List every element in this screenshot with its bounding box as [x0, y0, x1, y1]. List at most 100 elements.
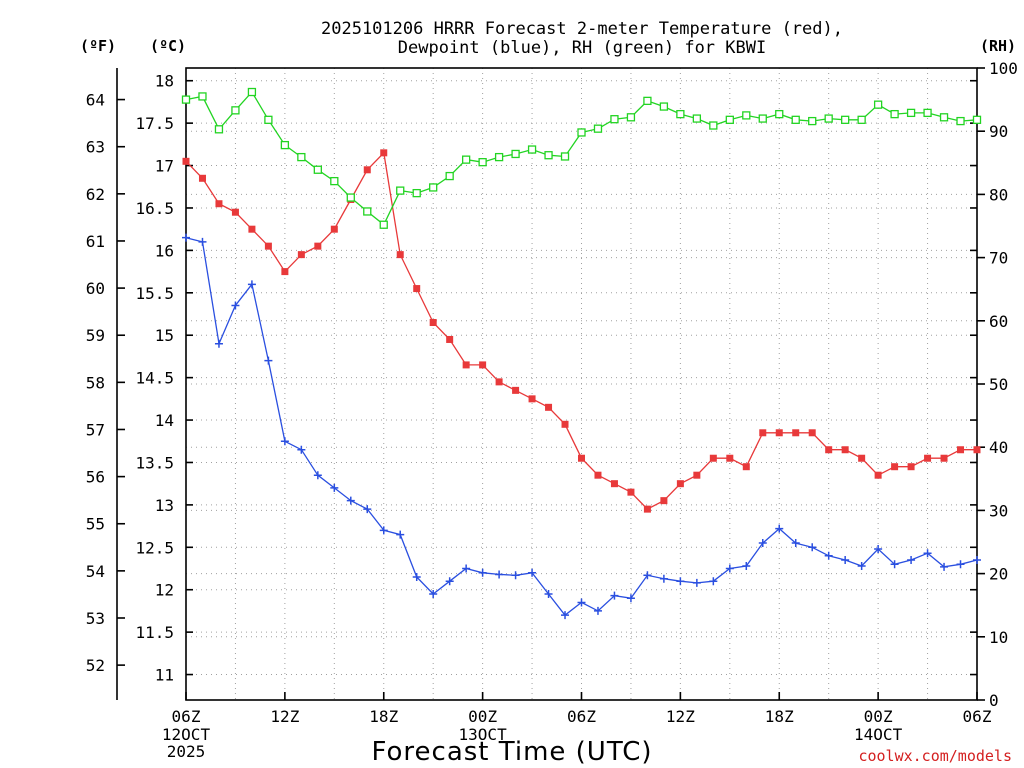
temperature-point — [528, 395, 536, 403]
rh-point — [725, 115, 734, 124]
rh-tick-label: 40 — [989, 438, 1008, 457]
fahrenheit-tick-label: 58 — [86, 373, 105, 392]
celsius-tick-label: 11 — [155, 666, 174, 685]
x-axis-title: Forecast Time (UTC) — [371, 737, 652, 767]
temperature-point — [429, 318, 437, 326]
dewpoint-point — [808, 543, 817, 552]
celsius-tick-label: 12.5 — [135, 538, 174, 557]
temperature-point — [380, 149, 388, 157]
temperature-point — [891, 463, 899, 471]
dewpoint-point — [956, 560, 965, 569]
dewpoint-point — [758, 539, 767, 548]
celsius-tick-label: 11.5 — [135, 623, 174, 642]
dewpoint-point — [528, 568, 537, 577]
dewpoint-point — [198, 237, 207, 246]
rh-tick-label: 60 — [989, 312, 1008, 331]
temperature-point — [512, 386, 520, 394]
temperature-point — [363, 166, 371, 174]
dewpoint-point — [692, 578, 701, 587]
dewpoint-point — [214, 339, 223, 348]
dewpoint-point — [874, 544, 883, 553]
temperature-point — [693, 471, 701, 479]
rh-point — [461, 155, 471, 164]
x-tick-date-label: 12OCT — [162, 725, 211, 744]
x-tick-label: 12Z — [666, 707, 695, 726]
rh-point — [577, 128, 586, 137]
chart-title-line-1: 2025101206 HRRR Forecast 2-meter Tempera… — [321, 19, 843, 39]
dewpoint-point — [247, 280, 256, 289]
rh-point — [873, 100, 883, 109]
temperature-point — [264, 242, 272, 250]
celsius-tick-label: 13 — [155, 496, 174, 515]
rh-point — [692, 114, 702, 123]
rh-tick-label: 20 — [989, 565, 1008, 584]
fahrenheit-tick-label: 59 — [86, 326, 105, 345]
temperature-point — [973, 446, 981, 454]
rh-tick-label: 30 — [989, 501, 1008, 520]
dewpoint-point — [544, 589, 553, 598]
rh-tick-label: 100 — [989, 59, 1018, 78]
credit-text: coolwx.com/models — [858, 747, 1012, 765]
dewpoint-point — [297, 445, 306, 454]
dewpoint-point — [346, 496, 355, 505]
rh-point — [824, 114, 833, 123]
rh-point — [676, 109, 685, 119]
x-tick-date-label: 13OCT — [459, 725, 508, 744]
dewpoint-point — [973, 556, 981, 565]
rh-point — [709, 121, 718, 130]
dewpoint-point — [775, 524, 784, 533]
celsius-tick-label: 15 — [155, 326, 174, 345]
celsius-tick-label: 14.5 — [135, 369, 174, 388]
fahrenheit-tick-label: 63 — [86, 138, 105, 157]
fahrenheit-tick-label: 56 — [86, 468, 105, 487]
x-tick-label: 00Z — [468, 707, 497, 726]
temperature-point — [841, 446, 849, 454]
x-tick-year-label: 2025 — [167, 742, 206, 761]
rh-point — [742, 111, 751, 120]
rh-point — [791, 115, 800, 124]
rh-tick-label: 70 — [989, 249, 1008, 268]
celsius-tick-label: 16 — [155, 241, 174, 260]
temperature-point — [940, 454, 948, 462]
dewpoint-point — [841, 556, 850, 565]
temperature-point — [610, 480, 618, 488]
temperature-point — [907, 463, 915, 471]
temperature-point — [578, 454, 585, 462]
rh-point — [758, 114, 767, 123]
dewpoint-point — [231, 301, 240, 310]
temperature-point — [643, 505, 651, 513]
dewpoint-point — [379, 526, 388, 535]
rh-tick-label: 80 — [989, 185, 1008, 204]
rh-tick-label: 10 — [989, 628, 1008, 647]
temperature-point — [726, 454, 734, 462]
dewpoint-point — [264, 356, 273, 365]
dewpoint-point — [643, 571, 652, 580]
temperature-point — [808, 429, 816, 437]
rh-point — [247, 87, 257, 97]
dewpoint-point — [495, 570, 504, 579]
rh-point — [626, 113, 636, 122]
rh-point — [313, 165, 322, 174]
dewpoint-point — [659, 574, 668, 583]
dewpoint-point — [791, 539, 800, 548]
dewpoint-point — [412, 572, 421, 581]
x-tick-date-label: 14OCT — [854, 725, 903, 744]
x-tick-label: 06Z — [172, 707, 201, 726]
temperature-point — [957, 446, 965, 454]
rh-point — [511, 149, 520, 159]
dewpoint-point — [182, 233, 190, 242]
rh-point — [775, 109, 784, 119]
x-tick-label: 06Z — [963, 707, 992, 726]
temperature-point — [462, 361, 470, 369]
dewpoint-point — [857, 561, 866, 570]
rh-point — [429, 183, 438, 192]
rh-point — [330, 176, 339, 186]
dewpoint-point — [709, 577, 718, 586]
temperature-point — [594, 471, 602, 479]
celsius-tick-label: 17 — [155, 157, 174, 176]
rh-point — [841, 115, 850, 124]
dewpoint-point — [577, 598, 586, 607]
rh-point — [593, 124, 603, 133]
rh-point — [379, 220, 388, 229]
dewpoint-point — [725, 564, 734, 573]
